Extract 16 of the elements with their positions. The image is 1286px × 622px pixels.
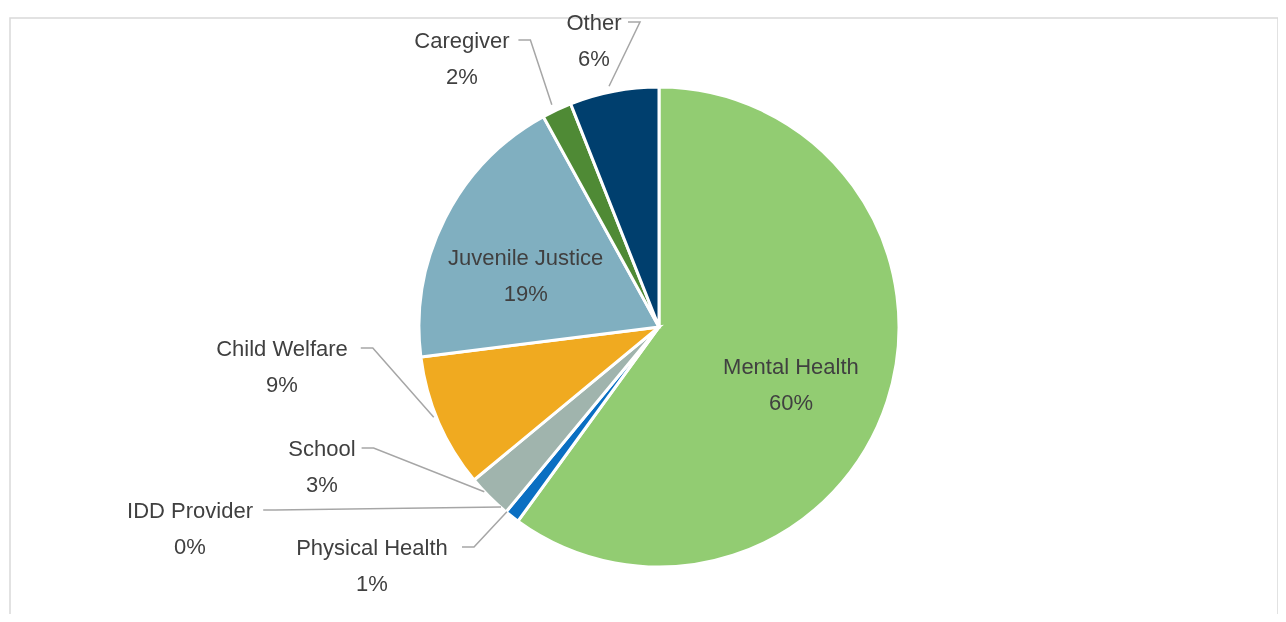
data-label: 3% [306, 471, 338, 497]
data-label: 9% [266, 371, 298, 397]
slice-label: Other [566, 9, 622, 35]
slice-label: Juvenile Justice [448, 244, 604, 270]
data-label: 60% [768, 390, 813, 415]
data-label: 1% [356, 570, 388, 596]
slice-label: Child Welfare [216, 335, 348, 361]
data-label: 19% [503, 280, 548, 306]
slice-label: Physical Health [296, 534, 448, 560]
data-label: 2% [446, 63, 478, 89]
data-label: 6% [578, 45, 610, 71]
text: 0% [174, 533, 206, 559]
slice-label: Mental Health [723, 354, 859, 379]
slice-label: Caregiver [414, 27, 510, 53]
category-label: IDD Provider [127, 497, 253, 523]
slice-label: School [288, 435, 356, 461]
